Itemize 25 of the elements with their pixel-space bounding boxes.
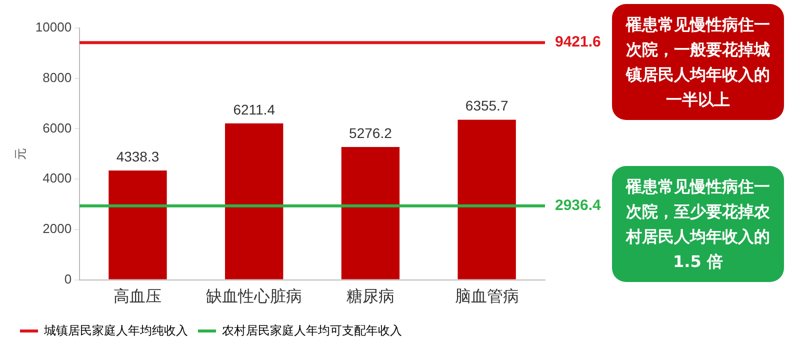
y-tick-label: 2000 — [42, 221, 72, 236]
y-tick-label: 8000 — [42, 70, 72, 85]
text: 罹患常见慢性病住一次院，至少要花掉农村居民人均年收入的 1.5 倍 — [612, 166, 784, 282]
y-axis-title: 元 — [14, 148, 28, 160]
x-tick-label: 脑血管病 — [454, 286, 519, 306]
y-tick-label: 6000 — [42, 120, 72, 136]
y-tick-label: 0 — [64, 271, 72, 286]
text: 罹患常见慢性病住一次院，一般要花掉城镇居民人均年收入的一半以上 — [612, 4, 784, 120]
data-label: 6211.4 — [233, 101, 276, 118]
y-tick-label: 4000 — [42, 170, 72, 186]
legend-label: 城镇居民家庭人年均纯收入 — [43, 323, 188, 338]
legend-label: 农村居民家庭人年均可支配年收入 — [222, 323, 402, 338]
text: 9421.6 — [555, 34, 601, 51]
data-label: 5276.2 — [349, 124, 392, 141]
text: 2936.4 — [555, 197, 602, 214]
data-label: 6355.7 — [465, 98, 508, 114]
bar — [341, 146, 400, 280]
bar — [225, 123, 284, 280]
bar — [458, 120, 516, 280]
x-tick-label: 高血压 — [114, 286, 162, 306]
y-tick-label: 10000 — [35, 20, 72, 35]
bar — [108, 170, 167, 280]
x-tick-label: 缺血性心脏病 — [206, 286, 302, 306]
x-tick-label: 糖尿病 — [346, 286, 394, 306]
data-label: 4338.3 — [116, 148, 160, 164]
